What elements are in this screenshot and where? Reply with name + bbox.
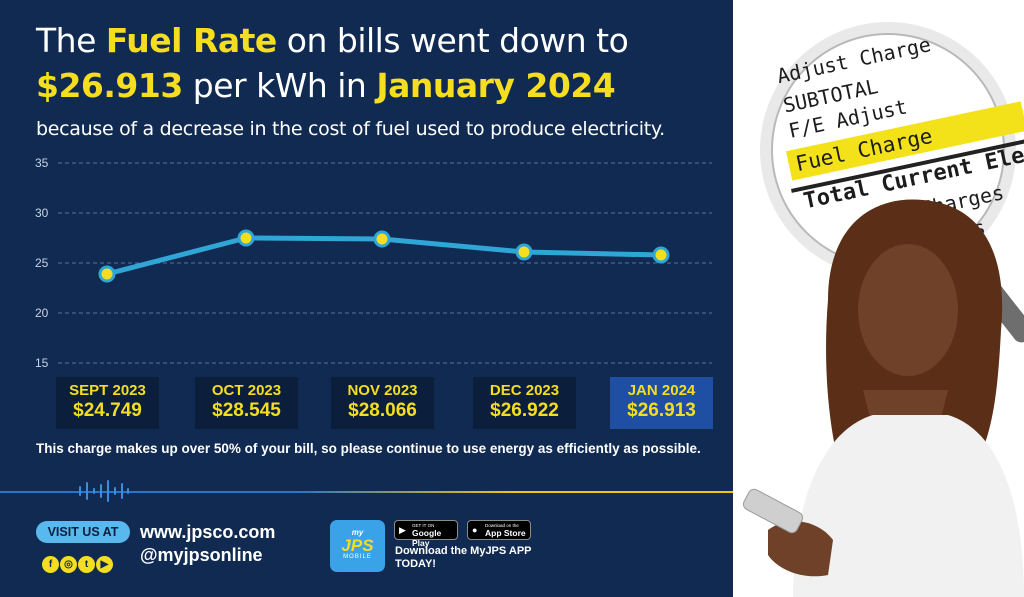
app-icon-bottom: MOBILE [343, 554, 372, 560]
data-point-2 [373, 230, 391, 248]
woman-with-magnifier-photo: Adjust Charge SUBTOTAL F/E Adjust Fuel C… [733, 0, 1024, 597]
divider-line [0, 491, 733, 493]
x-category-label: NOV 2023 [347, 382, 418, 399]
y-tick-label: 30 [35, 206, 49, 220]
x-category-label: SEPT 2023 [69, 382, 146, 399]
myjps-app-icon[interactable]: my JPS MOBILE [330, 520, 385, 572]
y-tick-label: 35 [35, 156, 49, 170]
apple-icon: ● [472, 525, 478, 535]
google-big-text: Google Play [412, 528, 442, 548]
y-tick-label: 20 [35, 306, 49, 320]
month-box: SEPT 2023 $24.749 [56, 377, 159, 429]
data-value-label: $28.545 [212, 400, 281, 421]
apple-big-text: App Store [485, 528, 526, 538]
headline-month: January 2024 [376, 66, 616, 105]
month-box: DEC 2023 $26.922 [473, 377, 576, 429]
play-icon: ▶ [399, 525, 406, 535]
data-point-0 [98, 265, 116, 283]
smartphone [742, 488, 804, 534]
signal-wave-icon [79, 480, 129, 502]
google-play-badge[interactable]: ▶ GET IT ON Google Play [394, 520, 458, 548]
face [858, 244, 958, 376]
month-box: JAN 2024 $26.913 [610, 377, 713, 429]
social-icons: f ◎ t ▶ [42, 554, 114, 573]
visit-us-badge: VISIT US AT [36, 521, 130, 543]
app-icon-brand: JPS [341, 536, 374, 555]
website-link[interactable]: www.jpsco.com [140, 522, 276, 542]
youtube-icon[interactable]: ▶ [96, 556, 113, 573]
data-point-1 [237, 229, 255, 247]
x-category-label: JAN 2024 [627, 382, 696, 399]
subline: because of a decrease in the cost of fue… [36, 118, 665, 140]
x-category-label: DEC 2023 [489, 382, 560, 399]
month-value-boxes: SEPT 2023 $24.749 OCT 2023 $28.545 NOV 2023 $… [0, 377, 733, 429]
headline-text-2: on bills went down to [276, 21, 629, 60]
data-value-label: $26.922 [490, 400, 559, 421]
headline-text-1: The [36, 21, 106, 60]
app-store-badge[interactable]: ● Download on the App Store [467, 520, 531, 540]
data-point-3 [515, 243, 533, 261]
data-value-label: $26.913 [627, 400, 696, 421]
app-icon-top: my [351, 528, 364, 537]
data-value-label: $28.066 [348, 400, 417, 421]
fuel-charge-highlight [786, 101, 1024, 181]
headline: The Fuel Rate on bills went down to $26.… [36, 18, 726, 108]
twitter-icon[interactable]: t [78, 556, 95, 573]
bill-rule [790, 139, 1024, 193]
month-box: OCT 2023 $28.545 [195, 377, 298, 429]
white-top [793, 415, 1024, 597]
social-handle[interactable]: @myjpsonline [140, 545, 263, 565]
fuel-rate-line-chart: 35 30 25 20 15 [35, 156, 712, 370]
google-small-text: GET IT ON [412, 523, 435, 528]
y-tick-label: 25 [35, 256, 49, 270]
instagram-icon[interactable]: ◎ [60, 556, 77, 573]
month-box: NOV 2023 $28.066 [331, 377, 434, 429]
usage-note: This charge makes up over 50% of your bi… [36, 441, 701, 456]
data-point-4 [652, 246, 670, 264]
apple-small-text: Download on the [485, 523, 519, 528]
download-app-text: Download the MyJPS APP TODAY! [395, 545, 532, 570]
headline-fuel-rate: Fuel Rate [105, 21, 277, 60]
y-tick-label: 15 [35, 356, 49, 370]
headline-price: $26.913 [36, 66, 183, 105]
x-category-label: OCT 2023 [211, 382, 282, 399]
facebook-icon[interactable]: f [42, 556, 59, 573]
hands [768, 521, 833, 577]
data-value-label: $24.749 [73, 400, 142, 421]
headline-text-3: per kWh in [182, 66, 377, 105]
